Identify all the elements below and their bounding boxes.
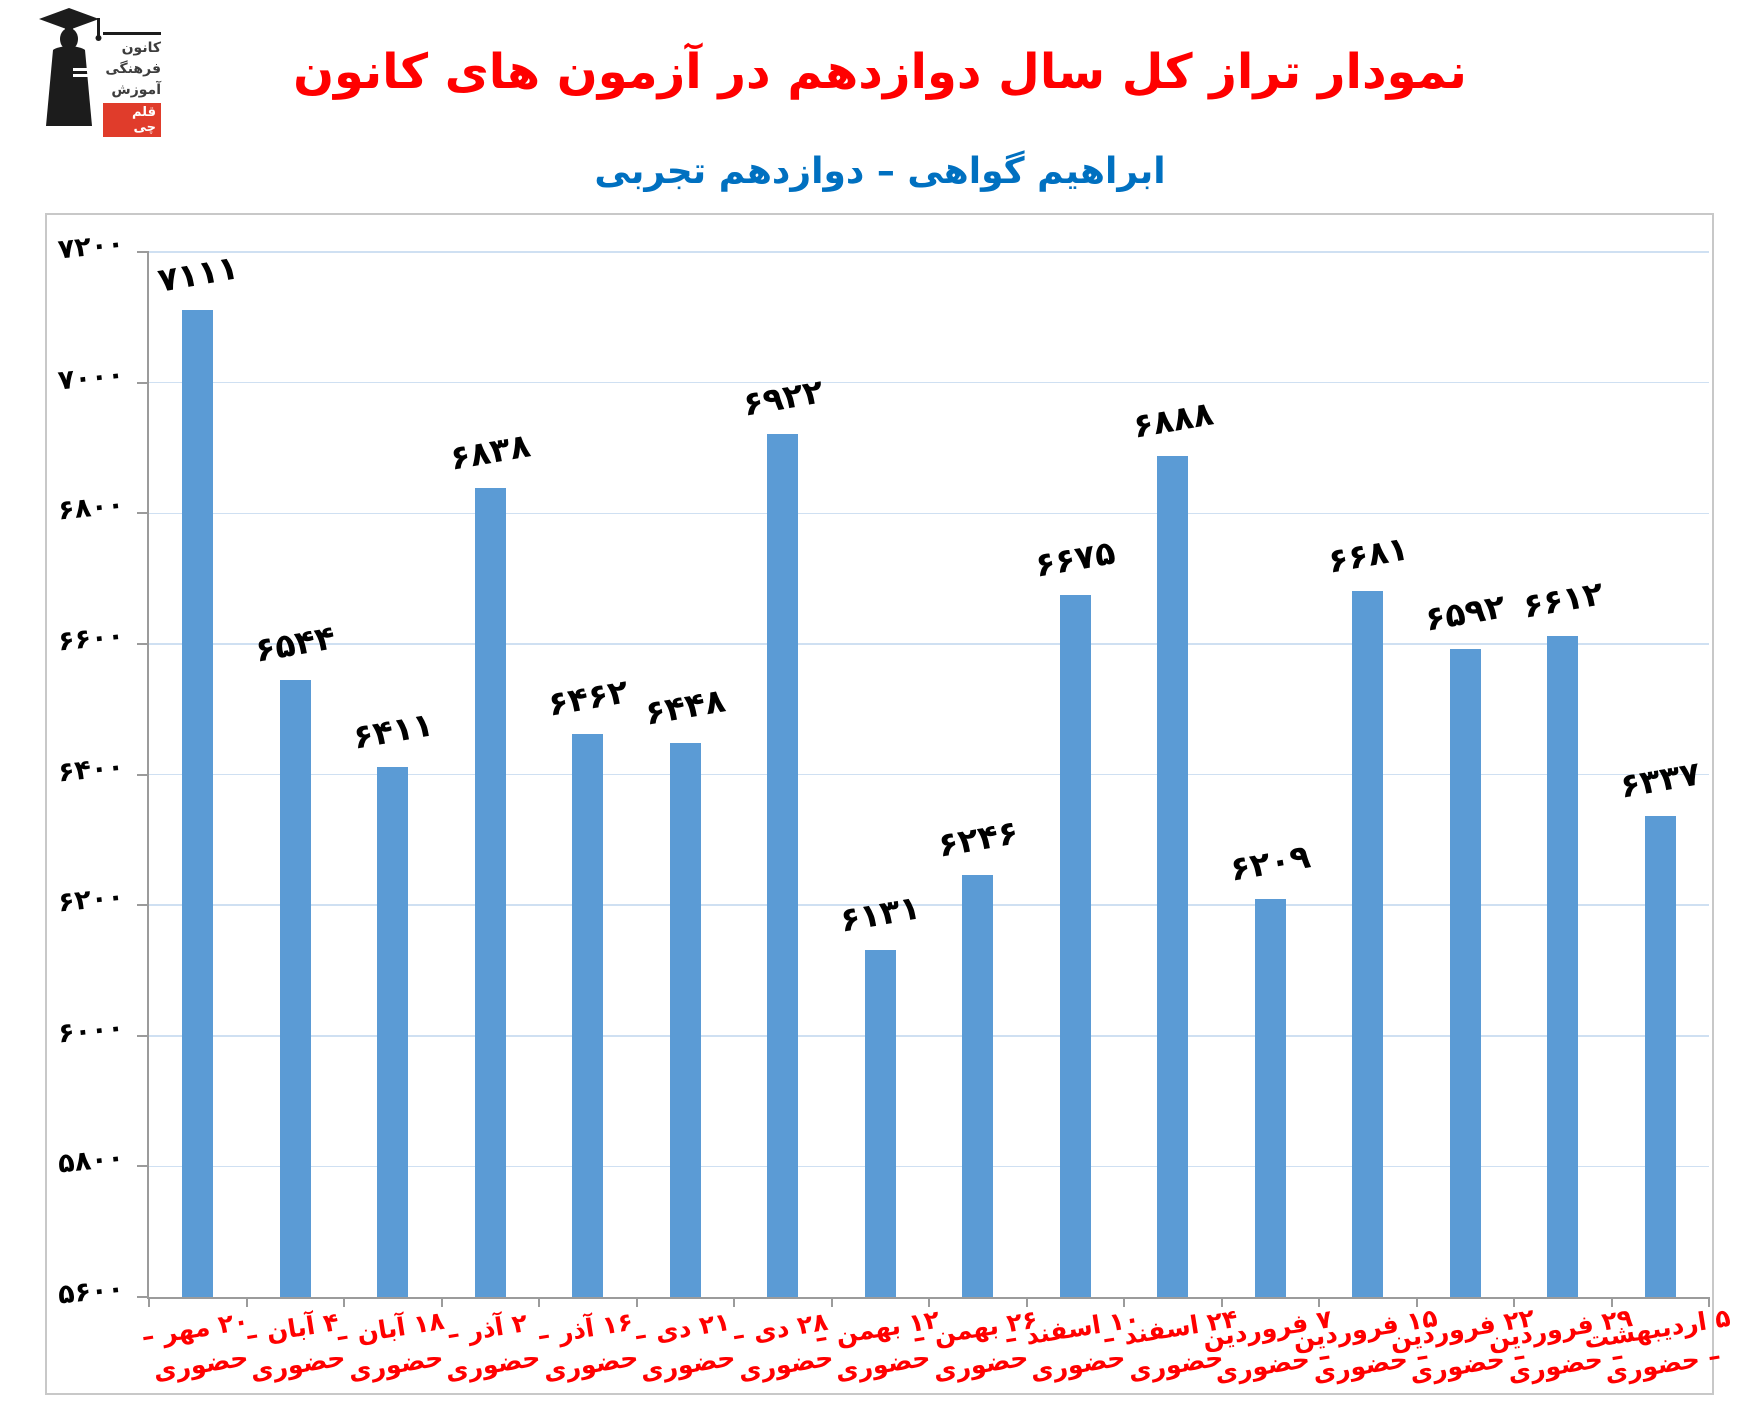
bar-value-label: ۶۸۳۸ [447,425,534,479]
x-axis-tick [1708,1297,1710,1307]
y-axis-tick [137,904,149,907]
bar [864,950,896,1297]
x-axis-tick [343,1297,345,1307]
y-axis-tick [137,1165,149,1168]
y-axis-label: ۵۶۰۰ [56,1272,126,1311]
bar [377,767,409,1297]
bar [1059,594,1091,1297]
bar [1547,636,1579,1297]
x-axis-tick [1513,1297,1515,1307]
bar-value-label: ۶۶۷۵ [1032,532,1119,585]
x-axis-tick [1415,1297,1418,1307]
bar-value-label: ۶۴۱۱ [349,704,436,758]
chart-subtitle: ابراهیم گواهی – دوازدهم تجربی [594,151,1166,192]
bar-value-label: ۶۵۴۴ [252,617,339,671]
y-axis-tick [137,1296,149,1298]
y-axis-tick [137,251,149,253]
x-axis-tick [440,1297,443,1307]
x-axis-tick [1610,1297,1613,1307]
x-axis-tick [1220,1297,1223,1307]
y-axis-label: ۶۲۰۰ [56,880,126,919]
x-axis-tick [245,1297,248,1307]
bar [572,734,604,1297]
gridline [149,773,1709,776]
bar-value-label: ۶۹۲۲ [739,370,826,424]
x-axis-tick [1123,1297,1125,1307]
bar-value-label: ۶۶۱۲ [1519,573,1606,626]
bar [474,488,506,1297]
y-axis-tick [137,773,149,776]
kanoon-logo: کانون فرهنگی آموزش قلم چی [35,6,161,137]
y-axis-tick [137,381,149,384]
y-axis-tick [137,512,149,515]
gridline [149,251,1709,253]
bar [962,875,994,1297]
x-axis-tick [830,1297,833,1307]
y-axis-label: ۶۴۰۰ [56,750,126,789]
chart-frame: ۷۲۰۰ ۷۰۰۰ ۶۸۰۰ ۶۶۰۰ ۶۴۰۰ ۶۲۰۰ ۶۰۰۰ ۵۸۰۰ ۵۶۰۰ ۷۱۱۱… [45,213,1733,1395]
x-axis-tick [928,1297,930,1307]
y-axis-tick [137,642,149,645]
gridline [149,904,1709,906]
bar [1352,590,1384,1297]
y-axis-tick [137,1034,149,1037]
bar [1449,649,1481,1297]
bar [279,680,311,1297]
x-axis-tick [538,1297,540,1307]
logo-text-panel: کانون فرهنگی آموزش قلم چی [103,32,161,137]
x-axis-tick [1318,1297,1320,1307]
gridline [149,512,1709,514]
x-axis-tick [733,1297,735,1307]
gridline [149,643,1709,645]
y-axis-label: ۶۶۰۰ [56,619,126,658]
x-axis-tick [148,1297,150,1307]
y-axis-label: ۷۲۰۰ [56,227,126,266]
bar [1157,455,1189,1297]
y-axis-label: ۷۰۰۰ [56,358,126,397]
logo-badge: قلم چی [103,103,161,137]
y-axis-label: ۶۰۰۰ [56,1011,126,1050]
chart-title: نمودار تراز کل سال دوازدهم در آزمون های … [293,44,1467,100]
x-axis-tick [635,1297,638,1307]
logo-line-2: فرهنگی [105,61,161,77]
y-axis-label: ۶۸۰۰ [56,489,126,527]
graduate-icon [39,8,102,126]
logo-line-3: آموزش [111,82,161,98]
bar [1644,815,1676,1297]
bar [669,743,701,1297]
bar-value-label: ۶۸۸۸ [1129,393,1216,446]
bar [182,310,214,1297]
x-axis-tick [1025,1297,1028,1307]
gridline [149,1165,1709,1168]
bar-value-label: ۶۳۳۷ [1617,752,1704,806]
plot-area: ۷۲۰۰ ۷۰۰۰ ۶۸۰۰ ۶۶۰۰ ۶۴۰۰ ۶۲۰۰ ۶۰۰۰ ۵۸۰۰ ۵۶۰۰ ۷۱۱۱… [57,228,1733,1388]
logo-line-1: کانون [121,40,161,56]
gridline [149,381,1709,384]
gridline [149,1035,1709,1037]
bar [1254,899,1286,1297]
bar-value-label: ۶۲۴۶ [934,812,1021,865]
bar-value-label: ۶۱۳۱ [837,887,924,940]
bar-value-label: ۶۲۰۹ [1227,836,1314,889]
y-axis-label: ۵۸۰۰ [56,1142,126,1180]
bar-value-label: ۶۶۸۱ [1324,528,1411,581]
bar [767,433,799,1297]
